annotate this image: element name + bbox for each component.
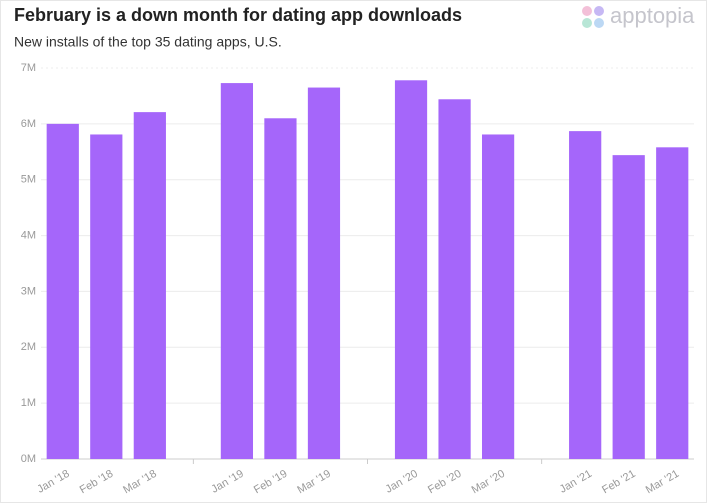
bar	[612, 155, 645, 459]
y-tick-label: 4M	[21, 229, 36, 241]
y-tick-label: 6M	[21, 118, 36, 130]
chart-subtitle: New installs of the top 35 dating apps, …	[14, 34, 282, 50]
chart-title: February is a down month for dating app …	[14, 5, 462, 25]
y-tick-label: 0M	[21, 453, 36, 465]
y-tick-label: 3M	[21, 285, 36, 297]
bar	[46, 123, 79, 459]
bar	[656, 147, 689, 459]
logo: apptopia	[610, 3, 695, 28]
y-tick-label: 2M	[21, 341, 36, 353]
y-tick-label: 1M	[21, 397, 36, 409]
logo-icon	[582, 6, 604, 28]
bar	[264, 118, 297, 460]
bar	[394, 80, 428, 459]
bar	[133, 112, 166, 460]
bar	[90, 134, 123, 459]
bar	[220, 83, 254, 460]
y-tick-label: 7M	[21, 62, 36, 74]
bar	[438, 99, 471, 459]
bar	[481, 134, 515, 459]
bar	[307, 87, 341, 460]
y-tick-label: 5M	[21, 174, 36, 186]
bar	[569, 131, 602, 459]
